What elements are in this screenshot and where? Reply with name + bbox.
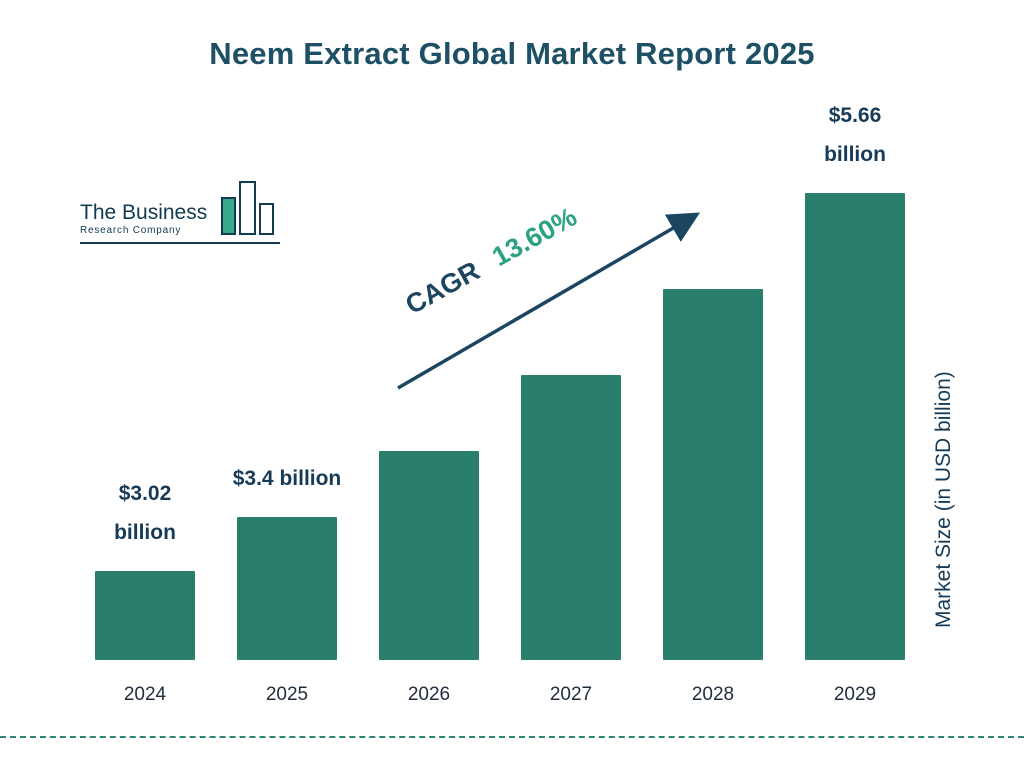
bar-column-2024: $3.02 billion 2024 xyxy=(95,180,195,705)
bar-2025 xyxy=(237,517,337,660)
y-axis-label: Market Size (in USD billion) xyxy=(932,371,955,629)
x-tick-label: 2024 xyxy=(123,684,167,705)
x-tick-label: 2029 xyxy=(833,684,877,705)
company-logo: The Business Research Company xyxy=(80,181,280,244)
bar-value-label: $3.02 billion xyxy=(114,482,176,545)
page-title: Neem Extract Global Market Report 2025 xyxy=(209,36,815,71)
bar-column-2029: $5.66 billion 2029 xyxy=(805,104,905,705)
bar-2026 xyxy=(379,451,479,660)
bottom-dashed-divider xyxy=(0,736,1024,738)
bar-2029 xyxy=(805,193,905,660)
x-tick-label: 2026 xyxy=(407,684,451,705)
bar-2024 xyxy=(95,571,195,660)
x-tick-label: 2028 xyxy=(691,684,735,705)
bar-column-2028: 2028 xyxy=(663,180,763,705)
bar-value-label: $5.66 billion xyxy=(824,104,886,167)
x-tick-label: 2025 xyxy=(265,684,309,705)
bar-column-2027: 2027 xyxy=(521,180,621,705)
bar-chart: $3.02 billion 2024 $3.4 billion 2025 2026 202… xyxy=(95,104,905,705)
logo-subtitle: Research Company xyxy=(80,225,182,236)
x-tick-label: 2027 xyxy=(549,684,593,705)
bar-column-2025: $3.4 billion 2025 xyxy=(233,180,342,705)
logo-bars-icon xyxy=(221,181,274,235)
bar-2027 xyxy=(521,375,621,660)
bar-column-2026: 2026 xyxy=(379,180,479,705)
logo-text: The Business Research Company xyxy=(80,200,208,236)
logo-name: The Business xyxy=(80,200,208,224)
bar-value-label: $3.4 billion xyxy=(232,467,342,491)
bar-2028 xyxy=(663,289,763,660)
